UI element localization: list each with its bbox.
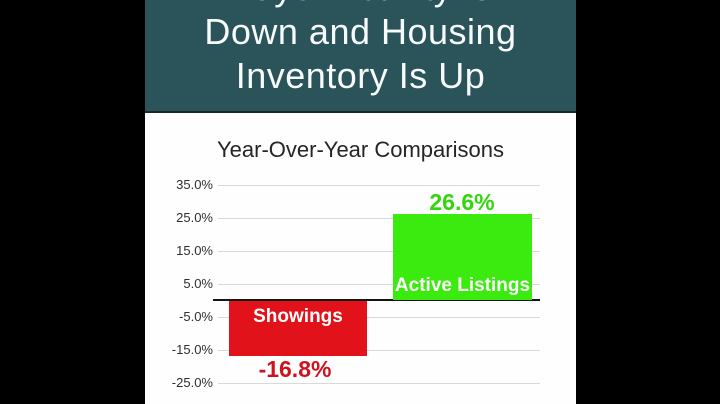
content-strip: Buyer Activity Is Down and Housing Inven… [145, 0, 576, 404]
gridline [218, 284, 540, 285]
y-tick-label: 35.0% [176, 177, 213, 192]
bar-category-label: Active Listings [394, 275, 531, 296]
gridline [218, 383, 540, 384]
y-tick-label: -15.0% [171, 342, 213, 357]
y-tick-label: 5.0% [183, 276, 213, 291]
bar-showings: Showings [229, 301, 367, 356]
gridline [218, 350, 540, 351]
gridline [218, 218, 540, 219]
chart-title: Year-Over-Year Comparisons [217, 137, 504, 162]
title-banner: Buyer Activity Is Down and Housing Inven… [145, 0, 576, 113]
gridline [218, 317, 540, 318]
banner-title: Buyer Activity Is Down and Housing Inven… [145, 0, 576, 98]
banner-line-1-partial: Buyer Activity Is [145, 0, 576, 10]
y-tick-label: -25.0% [171, 375, 213, 390]
banner-line-2: Down and Housing [204, 11, 517, 52]
value-label-showings: -16.8% [258, 356, 332, 382]
gridline [218, 185, 540, 186]
value-label-active-listings: 26.6% [429, 189, 495, 215]
banner-line-3: Inventory Is Up [235, 55, 486, 96]
y-tick-label: 15.0% [176, 243, 213, 258]
y-tick-label: 25.0% [176, 210, 213, 225]
chart-panel: Year-Over-Year Comparisons 35.0% 25.0% 1… [145, 113, 576, 404]
gridline [218, 251, 540, 252]
y-tick-label: -5.0% [179, 309, 213, 324]
bar-category-label: Showings [253, 306, 343, 327]
zero-axis-line [213, 299, 540, 301]
bar-active-listings: Active Listings [393, 214, 532, 300]
bar-chart: 35.0% 25.0% 15.0% 5.0% -5.0% -15.0% -25.… [145, 113, 576, 404]
